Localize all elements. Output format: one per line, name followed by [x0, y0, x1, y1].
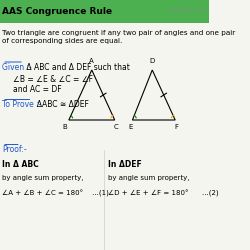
Text: by angle sum property,: by angle sum property,	[2, 175, 84, 181]
Text: ∠D + ∠E + ∠F = 180°      ...(2): ∠D + ∠E + ∠F = 180° ...(2)	[108, 190, 219, 197]
FancyBboxPatch shape	[0, 0, 208, 22]
Text: by angle sum property,: by angle sum property,	[108, 175, 190, 181]
Text: In ΔDEF: In ΔDEF	[108, 160, 142, 169]
Text: A: A	[90, 58, 94, 64]
Text: ∠B = ∠E & ∠C = ∠F: ∠B = ∠E & ∠C = ∠F	[12, 75, 92, 84]
Text: Proof:-: Proof:-	[2, 145, 27, 154]
Text: B: B	[62, 124, 67, 130]
Text: D: D	[150, 58, 155, 64]
Text: To Prove :-: To Prove :-	[2, 100, 42, 109]
Text: Two triangle are congruent if any two pair of angles and one pair
of correspondi: Two triangle are congruent if any two pa…	[2, 30, 235, 44]
Text: and AC = DF: and AC = DF	[12, 85, 61, 94]
Text: E: E	[128, 124, 132, 130]
Text: AAS Congruence Rule: AAS Congruence Rule	[2, 7, 112, 16]
Text: ΔABC ≅ ΔDEF: ΔABC ≅ ΔDEF	[32, 100, 89, 109]
Text: Δ ABC and Δ DEF such that: Δ ABC and Δ DEF such that	[24, 62, 130, 72]
Text: ∠A + ∠B + ∠C = 180°    ...(1): ∠A + ∠B + ∠C = 180° ...(1)	[2, 190, 109, 197]
Text: teachoo.com: teachoo.com	[171, 8, 206, 12]
Text: Given :-: Given :-	[2, 62, 32, 72]
Text: In Δ ABC: In Δ ABC	[2, 160, 39, 169]
Text: C: C	[114, 124, 118, 130]
Text: F: F	[174, 124, 178, 130]
